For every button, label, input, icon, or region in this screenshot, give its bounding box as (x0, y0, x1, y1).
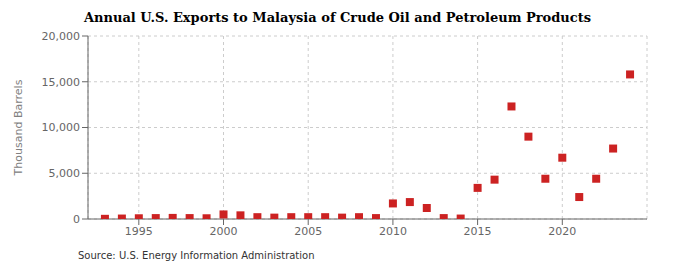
svg-text:Thousand Barrels: Thousand Barrels (12, 79, 25, 176)
svg-text:0: 0 (73, 213, 80, 226)
svg-text:2015: 2015 (464, 225, 492, 238)
svg-text:10,000: 10,000 (42, 121, 81, 134)
svg-text:2000: 2000 (210, 225, 238, 238)
svg-text:20,000: 20,000 (42, 30, 81, 43)
html-text:Source: U.S. Energy Informatio: Source: U.S. Energy Information Administ… (78, 250, 315, 261)
html-text:Annual U.S. Exports to Malaysi: Annual U.S. Exports to Malaysia of Crude… (84, 10, 591, 25)
svg-text:15,000: 15,000 (42, 76, 81, 89)
svg-text:5,000: 5,000 (49, 167, 81, 180)
svg-text:2005: 2005 (294, 225, 322, 238)
svg-text:1995: 1995 (125, 225, 153, 238)
svg-text:2020: 2020 (548, 225, 576, 238)
svg-text:2010: 2010 (379, 225, 407, 238)
